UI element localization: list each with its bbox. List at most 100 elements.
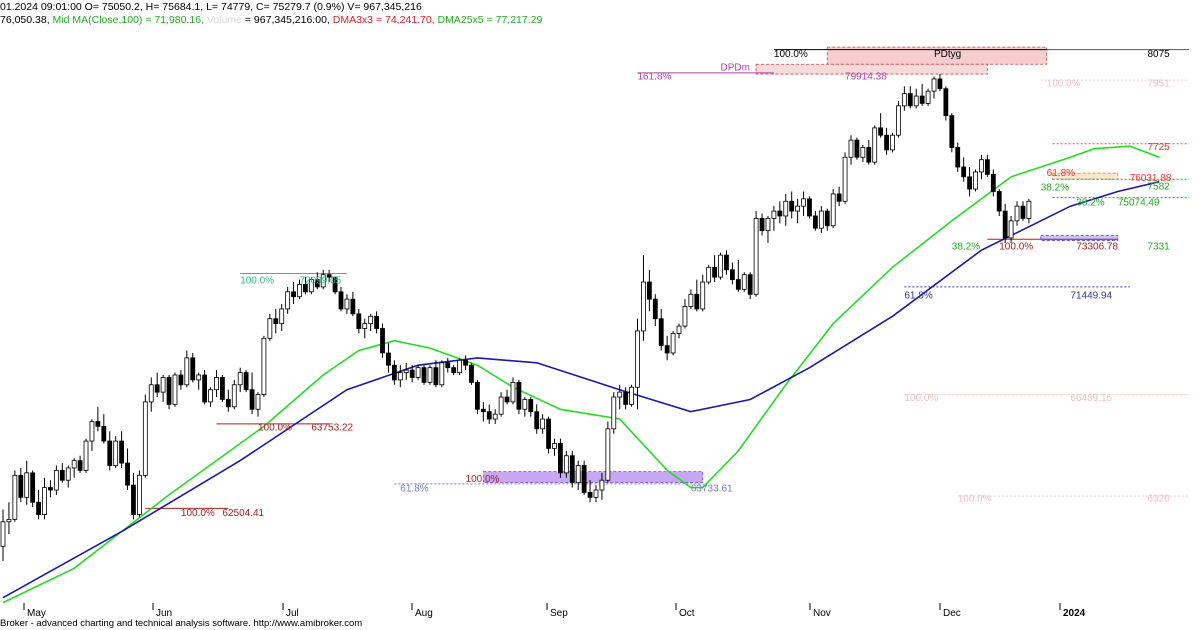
candle-body-27 — [160, 377, 166, 393]
candle-body-141 — [836, 193, 842, 202]
candle-body-121 — [718, 254, 723, 278]
candle-body-130 — [771, 210, 777, 219]
fib-label-6: 100.0% — [466, 474, 500, 485]
candle-body-146 — [866, 147, 872, 163]
fib-zone-2 — [482, 471, 704, 484]
indicator-info-segment-1: Mid MA(Close,100) = 71,980.16, — [52, 14, 207, 26]
candle-body-110 — [652, 298, 658, 320]
candle-body-56 — [332, 276, 338, 293]
candle-body-34 — [202, 374, 208, 403]
candle-body-88 — [522, 399, 528, 410]
ma-series-1 — [2, 180, 1160, 599]
candle-body-163 — [967, 176, 972, 190]
candle-body-51 — [303, 284, 308, 293]
candle-body-3 — [18, 474, 24, 498]
candle-body-168 — [996, 191, 1002, 212]
fib-label-20: 38.2% — [1041, 183, 1069, 194]
candle-body-173 — [1026, 200, 1032, 219]
candle-body-49 — [291, 291, 296, 298]
candle-body-69 — [409, 369, 415, 378]
candle-body-38 — [225, 399, 231, 408]
fib-label-12: DPDm — [721, 63, 750, 74]
candle-body-148 — [878, 127, 884, 136]
fib-label-10: PDtyg — [934, 49, 961, 60]
candle-body-55 — [326, 274, 332, 278]
candle-body-99 — [587, 492, 593, 498]
candle-body-152 — [901, 93, 907, 107]
candle-body-22 — [131, 484, 136, 515]
candle-body-90 — [534, 411, 540, 430]
candle-body-156 — [925, 90, 931, 104]
candle-body-128 — [759, 218, 765, 232]
candle-body-134 — [795, 205, 801, 212]
fib-label-2: 100.0% — [258, 422, 292, 433]
candle-body-70 — [415, 367, 421, 378]
candle-body-85 — [504, 396, 510, 403]
candle-body-46 — [273, 318, 279, 325]
fib-zone-1 — [755, 63, 988, 75]
indicator-info-segment-3: = 967,345,216.00, — [241, 14, 333, 26]
candle-body-62 — [368, 315, 374, 325]
candle-body-147 — [872, 127, 878, 163]
candle-body-150 — [890, 134, 895, 151]
candle-body-52 — [308, 279, 314, 293]
candle-body-100 — [593, 489, 599, 498]
candle-body-82 — [486, 411, 492, 420]
candle-body-149 — [884, 134, 889, 151]
fib-label-27: 61.8% — [904, 290, 932, 301]
candle-body-94 — [558, 443, 563, 474]
fib-label-15: 100.0% — [1047, 79, 1081, 90]
candle-body-15 — [89, 421, 95, 442]
candle-body-95 — [563, 455, 569, 474]
candle-body-2 — [12, 474, 18, 520]
candle-body-54 — [320, 274, 326, 288]
candle-body-118 — [700, 281, 706, 310]
candle-body-144 — [854, 139, 860, 158]
candle-body-89 — [528, 399, 534, 413]
fib-label-30: 66489.15 — [1070, 393, 1112, 404]
candle-body-68 — [403, 369, 409, 373]
fib-label-7: 61.8% — [400, 484, 428, 495]
candle-body-142 — [842, 156, 848, 202]
candle-body-112 — [664, 345, 670, 354]
candle-body-39 — [231, 384, 237, 408]
fib-label-29: 100.0% — [904, 393, 938, 404]
candle-body-53 — [314, 279, 320, 288]
candle-body-127 — [753, 218, 759, 295]
candle-body-160 — [949, 115, 955, 148]
candle-body-31 — [184, 357, 190, 386]
candle-body-81 — [480, 408, 486, 413]
fib-label-8: 63733.61 — [691, 484, 733, 495]
candle-body-92 — [546, 418, 551, 449]
fib-label-17: 7725 — [1147, 142, 1170, 153]
fib-label-18: 76031.88 — [1130, 173, 1172, 184]
candle-body-13 — [77, 460, 83, 471]
fib-label-9: 100.0% — [774, 49, 808, 60]
candle-body-83 — [492, 413, 498, 420]
candle-body-159 — [943, 88, 949, 117]
candle-body-91 — [540, 418, 546, 430]
candle-body-155 — [919, 95, 925, 104]
candle-body-24 — [142, 401, 148, 476]
candle-body-32 — [190, 357, 196, 381]
candle-body-20 — [119, 440, 124, 464]
fib-label-1: 62504.41 — [222, 508, 264, 519]
candle-body-126 — [747, 274, 753, 295]
fib-label-4: 100.0% — [240, 276, 274, 287]
fib-label-21: 38.2% — [1076, 197, 1104, 208]
candle-body-59 — [350, 298, 356, 315]
candle-body-135 — [801, 198, 806, 207]
candle-body-106 — [629, 386, 634, 405]
candle-body-169 — [1002, 210, 1008, 239]
candle-body-77 — [457, 359, 463, 373]
candle-body-66 — [391, 364, 397, 381]
candle-body-131 — [777, 210, 783, 217]
candle-body-78 — [463, 359, 468, 366]
candle-body-45 — [267, 318, 273, 339]
indicator-info-segment-4: DMA3x3 = 74,241.70, — [332, 14, 438, 26]
candle-body-114 — [676, 325, 682, 334]
candle-body-171 — [1014, 205, 1020, 222]
candle-body-137 — [813, 215, 818, 229]
x-tick-label-1: Jun — [156, 608, 172, 619]
candle-body-28 — [166, 377, 172, 405]
